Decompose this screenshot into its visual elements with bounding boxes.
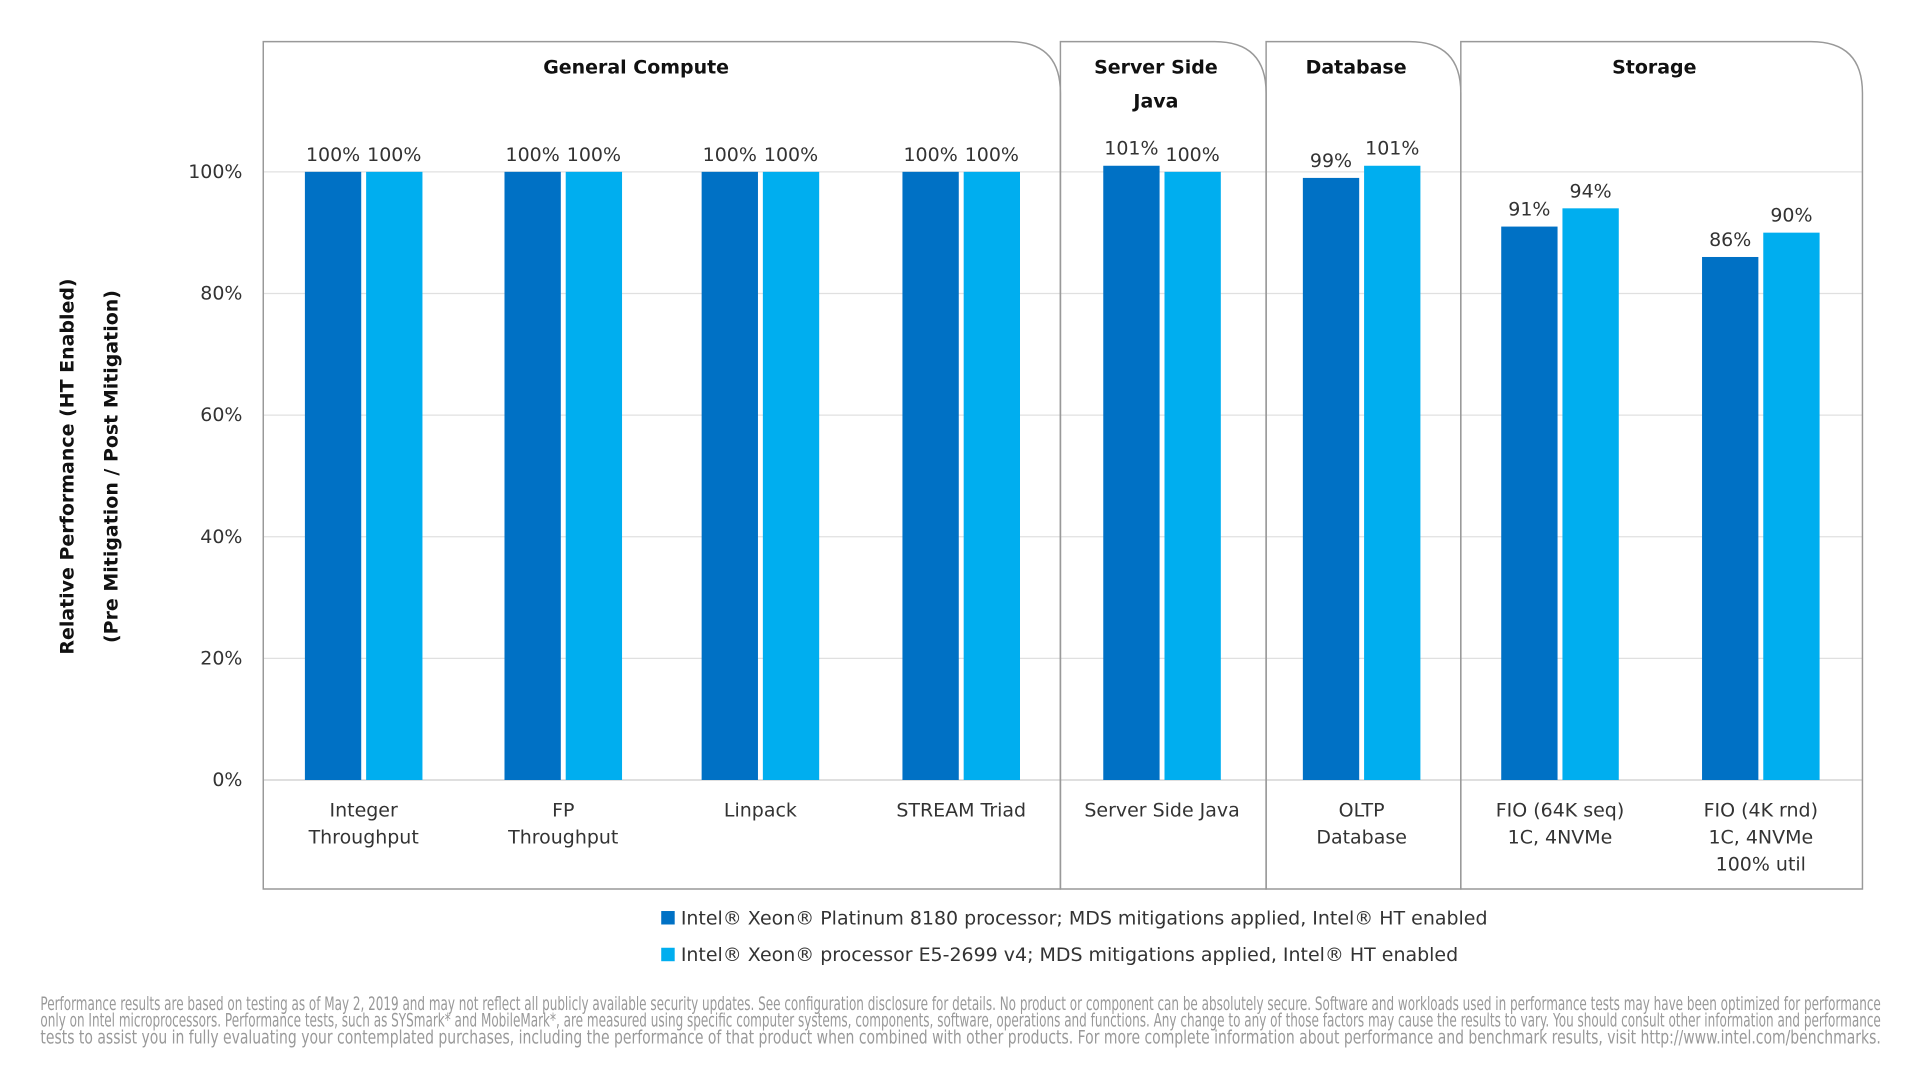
- bar: [762, 171, 820, 780]
- value-label: 100%: [306, 144, 360, 166]
- value-label: 100%: [367, 144, 421, 166]
- value-label: 100%: [1166, 144, 1220, 166]
- bar: [366, 171, 423, 780]
- legend-label: Intel® Xeon® Platinum 8180 processor; MD…: [681, 907, 1488, 929]
- x-tick-label: Linpack: [724, 800, 797, 822]
- value-label: 90%: [1770, 205, 1812, 227]
- legend-swatch: [661, 911, 675, 925]
- y-tick-label: 20%: [200, 647, 242, 669]
- value-label: 100%: [703, 144, 757, 166]
- x-tick-label: Server Side Java: [1084, 800, 1239, 822]
- group-title: Server Side Java: [1094, 56, 1218, 112]
- value-label: 101%: [1365, 138, 1419, 160]
- value-label: 94%: [1570, 180, 1612, 202]
- group-frame: [1265, 40, 1462, 890]
- value-label: 100%: [903, 144, 957, 166]
- value-label: 86%: [1709, 229, 1751, 251]
- bar: [565, 171, 623, 780]
- y-tick-label: 40%: [200, 526, 242, 548]
- value-label: 91%: [1508, 199, 1550, 221]
- group-frame: [1460, 40, 1864, 890]
- bar: [963, 171, 1020, 780]
- value-label: 100%: [567, 144, 621, 166]
- value-label: 101%: [1104, 138, 1158, 160]
- bar: [1103, 165, 1160, 780]
- y-tick-label: 60%: [200, 404, 242, 426]
- legend-swatch: [661, 947, 675, 962]
- value-label: 100%: [764, 144, 818, 166]
- y-axis-title: Relative Performance (HT Enabled): [56, 278, 78, 654]
- y-axis-title: (Pre Mitigation / Post Mitigation): [101, 290, 123, 643]
- y-tick-label: 80%: [200, 283, 242, 305]
- x-tick-label: FP Throughput: [507, 800, 618, 849]
- bar: [902, 171, 959, 780]
- group-title: Storage: [1612, 56, 1696, 78]
- value-label: 100%: [506, 144, 560, 166]
- bar: [1302, 177, 1360, 781]
- bar: [1702, 256, 1759, 780]
- group-frame: [1059, 40, 1267, 890]
- bar: [504, 171, 561, 780]
- bar: [1501, 226, 1558, 781]
- footnote: Performance results are based on testing…: [40, 993, 1880, 1015]
- x-tick-label: FIO (64K seq) 1C, 4NVMe: [1496, 800, 1624, 849]
- y-tick-label: 100%: [188, 161, 242, 183]
- group-title: Database: [1306, 56, 1407, 78]
- group-title: General Compute: [543, 56, 729, 78]
- bar: [1164, 171, 1221, 780]
- footnote: only on Intel microprocessors. Performan…: [40, 1010, 1880, 1032]
- bar: [701, 171, 758, 780]
- bar: [1562, 208, 1619, 780]
- x-tick-label: Integer Throughput: [308, 800, 419, 849]
- bar: [1364, 165, 1421, 780]
- value-label: 99%: [1310, 150, 1352, 172]
- footnote: tests to assist you in fully evaluating …: [40, 1026, 1880, 1048]
- bar: [1763, 232, 1820, 780]
- x-tick-label: FIO (4K rnd) 1C, 4NVMe 100% util: [1704, 800, 1818, 876]
- legend-label: Intel® Xeon® processor E5-2699 v4; MDS m…: [681, 944, 1458, 966]
- y-tick-label: 0%: [212, 769, 242, 791]
- value-label: 100%: [965, 144, 1019, 166]
- x-tick-label: STREAM Triad: [896, 800, 1026, 822]
- bar: [304, 171, 362, 780]
- x-tick-label: OLTP Database: [1316, 800, 1407, 849]
